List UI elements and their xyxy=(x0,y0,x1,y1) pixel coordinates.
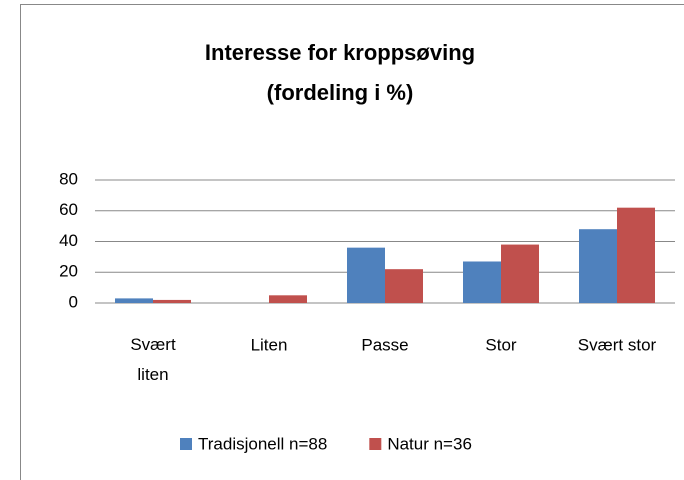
y-tick-label: 40 xyxy=(59,231,78,250)
x-tick-label: Stor xyxy=(485,335,517,354)
chart-title: Interesse for kroppsøving xyxy=(205,40,475,65)
bar xyxy=(579,229,617,303)
bar xyxy=(617,207,655,303)
bar xyxy=(115,298,153,303)
bar xyxy=(463,261,501,303)
x-tick-label: Liten xyxy=(251,335,288,354)
y-tick-label: 0 xyxy=(69,292,78,311)
legend-label: Natur n=36 xyxy=(387,434,472,453)
bar xyxy=(153,299,191,303)
x-tick-label: Passe xyxy=(361,335,408,354)
chart-subtitle: (fordeling i %) xyxy=(267,80,414,105)
bar xyxy=(385,269,423,303)
x-tick-label: Svært stor xyxy=(578,335,657,354)
bar xyxy=(501,244,539,303)
legend-swatch xyxy=(180,438,192,450)
legend-swatch xyxy=(369,438,382,450)
y-tick-label: 60 xyxy=(59,200,78,219)
legend-label: Tradisjonell n=88 xyxy=(198,434,327,453)
y-tick-label: 20 xyxy=(59,262,78,281)
x-tick-label: Svært liten xyxy=(130,335,176,384)
chart-border xyxy=(20,4,684,480)
bar xyxy=(269,295,307,303)
bar xyxy=(347,247,385,303)
y-tick-label: 80 xyxy=(59,169,78,188)
